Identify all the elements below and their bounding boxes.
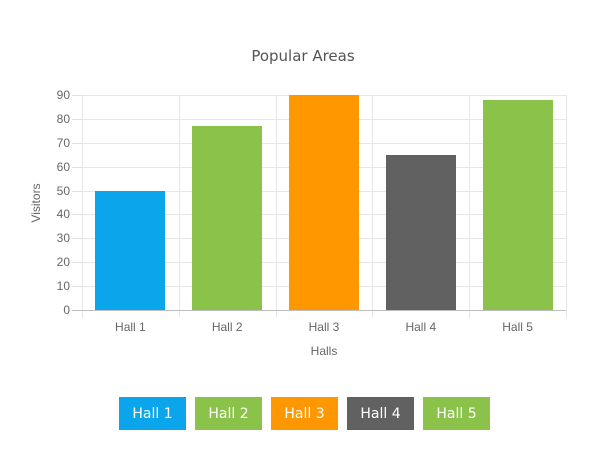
y-tick-mark [72,238,82,240]
vertical-gridline [82,95,83,318]
plot-area: 0 10 20 30 40 50 60 70 80 90 Hall 1 Hall 2 Hall 3 Hal… [57,88,567,334]
bar-hall-3[interactable] [289,95,359,310]
y-tick-label: 90 [56,88,70,102]
vertical-gridline [469,95,471,318]
y-tick-mark [72,166,82,168]
x-axis-line [72,310,566,311]
legend-item-hall-4[interactable]: Hall 4 [347,397,414,430]
y-tick-mark [72,286,82,288]
y-tick-label: 60 [56,159,70,174]
y-tick-label: 70 [56,135,70,150]
y-tick-mark [72,190,82,192]
x-tick-label: Hall 4 [405,320,437,334]
vertical-gridline [566,95,567,318]
y-tick-label: 40 [56,207,70,222]
y-tick-mark [72,214,82,216]
bar-hall-5[interactable] [482,99,553,310]
x-tick-label: Hall 1 [115,320,146,334]
legend-item-hall-3[interactable]: Hall 3 [271,397,338,430]
vertical-gridline [372,95,374,318]
chart-title: Popular Areas [251,47,355,65]
y-tick-label: 30 [56,231,70,246]
x-tick-label: Hall 2 [211,320,243,334]
x-tick-label: Hall 5 [502,320,533,334]
y-tick-mark [72,262,82,264]
y-tick-label: 50 [56,183,70,198]
y-tick-mark [72,118,82,120]
y-tick-label: 20 [56,255,70,270]
bar-hall-1[interactable] [95,190,166,310]
y-tick-mark [72,95,82,96]
legend-item-hall-2[interactable]: Hall 2 [195,397,262,430]
x-tick-label: Hall 3 [308,320,340,334]
legend-item-hall-1[interactable]: Hall 1 [119,397,186,430]
y-axis-title: Visitors [29,183,43,223]
y-tick-mark [72,142,82,144]
y-tick-label: 0 [63,303,70,317]
vertical-gridline [275,95,277,318]
vertical-gridline [178,95,180,318]
y-tick-label: 10 [56,279,70,294]
bar-hall-4[interactable] [385,154,456,310]
legend: Hall 1 Hall 2 Hall 3 Hall 4 Hall 5 [119,397,490,430]
legend-item-hall-5[interactable]: Hall 5 [423,397,490,430]
x-axis-title: Halls [310,344,338,358]
bar-hall-2[interactable] [192,126,263,310]
y-tick-label: 80 [56,111,70,126]
